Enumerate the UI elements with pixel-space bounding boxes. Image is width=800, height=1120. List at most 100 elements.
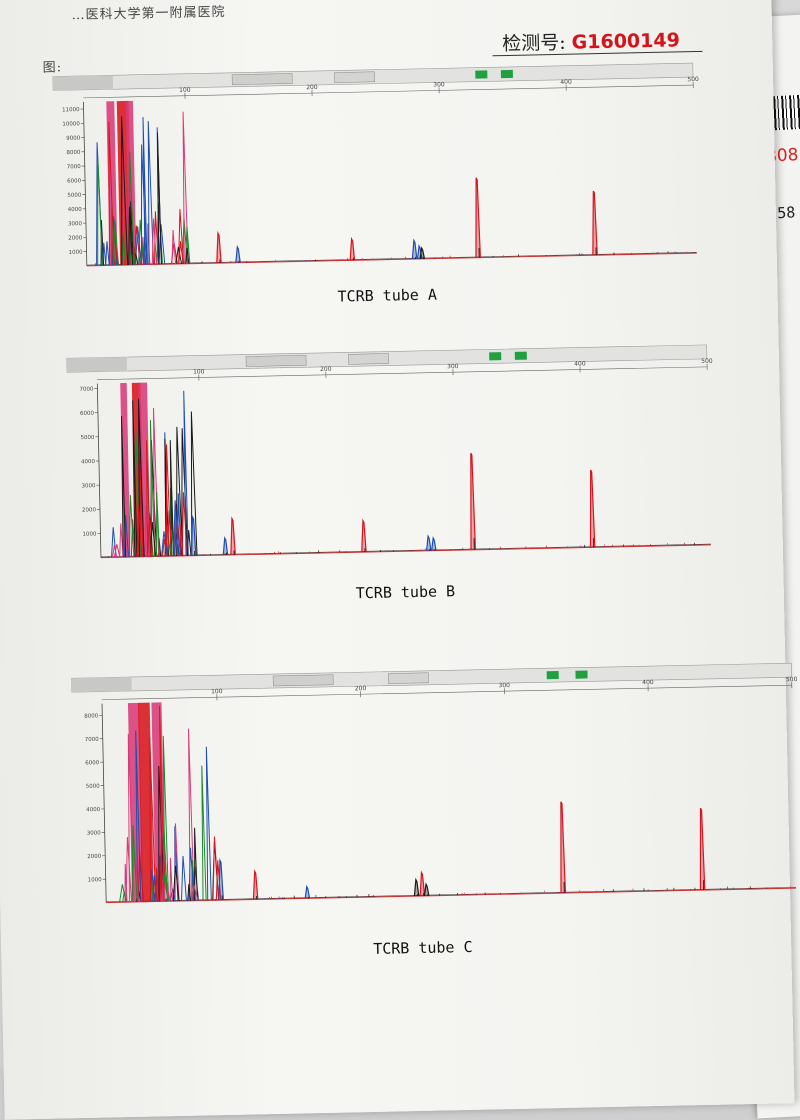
y-tick-label: 4000 — [81, 459, 96, 465]
primer-dimer-trace — [169, 858, 172, 901]
y-tick-label: 1000 — [88, 877, 103, 883]
y-tick-label: 6000 — [85, 760, 100, 766]
hospital-name-line2: …医科大学第一附属医院 — [71, 1, 225, 23]
x-tick-label: 300 — [447, 363, 459, 370]
y-tick-label: 3000 — [81, 483, 96, 489]
x-tick-label: 100 — [193, 368, 205, 375]
peak-mark — [592, 191, 598, 255]
primer-dimer-trace — [200, 766, 206, 901]
y-tick-label: 5000 — [80, 435, 95, 441]
peak-mark — [559, 802, 565, 893]
header-bar-dye — [67, 357, 127, 372]
y-tick-label: 2000 — [82, 507, 97, 513]
y-tick-label: 9000 — [66, 136, 81, 142]
y-tick-label: 7000 — [67, 164, 82, 170]
chart-tube-b: 100 200 300 400 500 1000 2000 3000 4000 5000 6000 7… — [67, 345, 721, 565]
chart-title-tube-a: TCRB tube A — [337, 286, 437, 306]
primer-dimer-trace — [183, 391, 189, 556]
peak-mark — [424, 884, 429, 896]
header-bar-dye — [53, 75, 113, 90]
y-tick-label: 2000 — [68, 235, 83, 241]
y-tick-label: 1000 — [82, 532, 97, 538]
y-tick-label: 8000 — [84, 713, 99, 719]
peak-mark — [474, 178, 480, 258]
x-tick-label: 300 — [433, 81, 445, 88]
header-name-box — [348, 354, 388, 365]
peak-mark — [253, 871, 258, 899]
y-tick-label: 6000 — [80, 411, 95, 417]
x-tick-label: 200 — [306, 84, 318, 91]
peak-mark — [223, 538, 228, 555]
y-tick-label: 7000 — [85, 737, 100, 743]
y-tick-label: 5000 — [67, 193, 82, 199]
x-tick-label: 500 — [701, 358, 713, 365]
y-tick-label: 6000 — [67, 178, 82, 184]
y-tick-label: 3000 — [68, 221, 83, 227]
peak-mark — [699, 808, 705, 890]
header-sample-box — [273, 675, 333, 686]
x-tick-label: 100 — [211, 688, 223, 695]
y-tick-label: 1000 — [69, 250, 84, 256]
baseline-black — [106, 887, 796, 901]
y-tick-label: 10000 — [62, 121, 80, 127]
peak-mark — [589, 470, 595, 547]
y-axis-line — [83, 102, 86, 266]
peak-mark — [412, 240, 417, 259]
peak-mark — [230, 519, 235, 555]
header-sample-box — [246, 355, 306, 366]
peak-mark — [414, 880, 419, 896]
chart-svg-1: 100 200 300 400 500 1000 2000 3000 4000 5000 6000 7… — [67, 345, 721, 565]
chart-title-tube-b: TCRB tube B — [356, 582, 456, 602]
chart-svg-0: 100 200 300 400 500 1000 2000 3000 4000 5000 6000 7… — [53, 63, 707, 273]
baseline — [106, 888, 796, 902]
y-tick-label: 5000 — [86, 784, 101, 790]
detection-number-label: 检测号: — [502, 32, 566, 55]
x-tick-label: 500 — [786, 676, 798, 683]
x-tick-label: 400 — [642, 679, 654, 686]
x-tick-label: 200 — [320, 366, 332, 373]
detection-number-value: G1600149 — [571, 29, 680, 53]
section-mark: 图: — [42, 56, 62, 75]
primer-dimer-trace — [122, 891, 126, 902]
y-tick-label: 3000 — [87, 830, 102, 836]
header-green-marker — [575, 670, 587, 678]
primer-dimer-trace — [181, 856, 187, 901]
y-tick-label: 2000 — [87, 854, 102, 860]
x-tick-label: 200 — [355, 685, 367, 692]
chart-tube-c: 100 200 300 400 500 1000 2000 3000 4000 5000 6000 7… — [71, 663, 800, 909]
peak-mark — [236, 247, 241, 263]
peak-mark — [426, 536, 431, 551]
y-axis-line — [97, 384, 101, 558]
header-name-box — [388, 673, 428, 684]
y-tick-label: 7000 — [79, 387, 94, 393]
y-axis-line — [102, 704, 106, 903]
header-bar-dye — [71, 677, 131, 692]
x-tick-label: 500 — [687, 76, 699, 83]
x-tick-label: 100 — [179, 87, 191, 94]
primer-dimer-trace — [105, 241, 109, 265]
header-sample-box — [232, 73, 292, 84]
chart-svg-2: 100 200 300 400 500 1000 2000 3000 4000 5000 6000 7… — [71, 663, 800, 909]
peak-mark — [216, 233, 221, 263]
peak-mark — [305, 887, 310, 899]
header-green-marker — [515, 352, 527, 360]
y-tick-label: 4000 — [86, 807, 101, 813]
y-tick-label: 4000 — [68, 207, 83, 213]
header-green-marker — [475, 70, 487, 78]
header-green-marker — [547, 671, 559, 679]
peak-mark — [469, 453, 475, 550]
peak-mark — [350, 239, 355, 260]
peak-mark — [431, 538, 436, 551]
y-tick-label: 11000 — [62, 107, 80, 113]
header-green-marker — [489, 352, 501, 360]
header-bar — [71, 663, 791, 692]
x-tick-label: 400 — [574, 360, 586, 367]
x-tick-label: 300 — [498, 682, 510, 689]
chart-title-tube-c: TCRB tube C — [373, 938, 473, 958]
x-tick-label: 400 — [560, 79, 572, 86]
y-tick-label: 8000 — [66, 150, 81, 156]
header-green-marker — [501, 70, 513, 78]
peak-mark — [420, 872, 425, 895]
chart-tube-a: 100 200 300 400 500 1000 2000 3000 4000 5000 6000 7… — [53, 63, 707, 273]
